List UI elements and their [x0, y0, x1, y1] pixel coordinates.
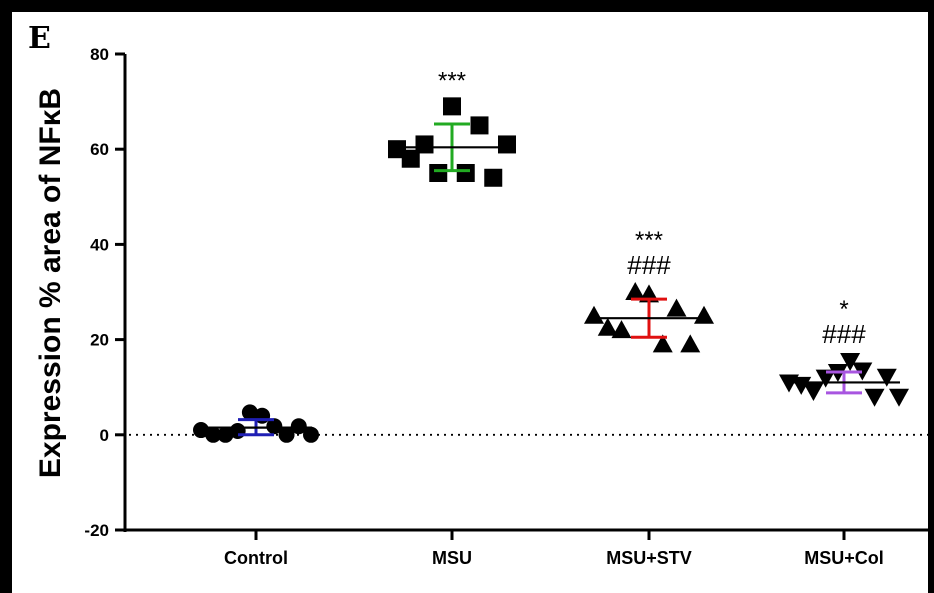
group-0 — [193, 404, 319, 443]
y-tick-label: 80 — [90, 45, 109, 64]
y-tick-label: 0 — [100, 426, 109, 445]
significance-label: ### — [822, 319, 866, 349]
data-point — [470, 116, 489, 135]
group-1: *** — [388, 67, 516, 187]
data-point — [864, 388, 885, 407]
data-point — [498, 135, 516, 154]
x-tick-label: MSU — [432, 548, 472, 568]
significance-label: *** — [635, 227, 663, 254]
panel-label: E — [28, 21, 51, 56]
data-point — [852, 362, 873, 381]
significance-label: * — [839, 296, 848, 323]
significance-label: ### — [627, 250, 671, 280]
data-point — [241, 404, 258, 421]
data-point — [229, 422, 246, 439]
y-tick-label: 40 — [90, 235, 109, 254]
data-point — [889, 388, 909, 407]
data-point — [611, 320, 632, 339]
data-point — [415, 135, 434, 154]
data-point — [666, 298, 687, 317]
data-point — [278, 426, 295, 443]
data-point — [625, 282, 646, 300]
data-point — [597, 317, 618, 336]
data-point — [401, 149, 420, 168]
group-3: ###* — [779, 296, 909, 407]
data-point — [456, 164, 475, 182]
data-point — [876, 368, 897, 387]
x-tick-label: MSU+Col — [804, 548, 884, 568]
data-point — [803, 383, 824, 402]
axes: -20 0 20 40 60 80 Control MSU MSU+STV MSU+Col — [84, 45, 928, 568]
y-tick-label: 20 — [90, 331, 109, 350]
data-point — [584, 305, 604, 324]
data-point — [266, 418, 283, 435]
data-point — [205, 426, 222, 443]
y-axis-label-group: Expression % area of NFκB — [34, 88, 67, 478]
data-point — [840, 353, 861, 372]
data-point — [652, 334, 673, 353]
data-point — [193, 422, 209, 439]
x-tick-label: MSU+STV — [606, 548, 692, 568]
y-axis-label: Expression % area of NFκB — [34, 88, 67, 478]
data-point — [694, 305, 714, 324]
data-point — [429, 164, 448, 182]
group-2: ###*** — [584, 227, 714, 353]
data-point — [443, 97, 461, 116]
data-point — [290, 418, 307, 435]
data-point — [680, 334, 701, 353]
significance-label: *** — [438, 67, 466, 94]
data-point — [484, 168, 503, 187]
data-point — [791, 376, 812, 395]
y-tick-label: 60 — [90, 140, 109, 159]
data-point — [815, 369, 836, 388]
data-marks: ***###***###* — [193, 67, 909, 443]
x-tick-label: Control — [224, 548, 288, 568]
data-point — [388, 140, 406, 159]
y-tick-label: -20 — [84, 521, 109, 540]
data-point — [217, 426, 234, 443]
data-point — [303, 426, 319, 443]
